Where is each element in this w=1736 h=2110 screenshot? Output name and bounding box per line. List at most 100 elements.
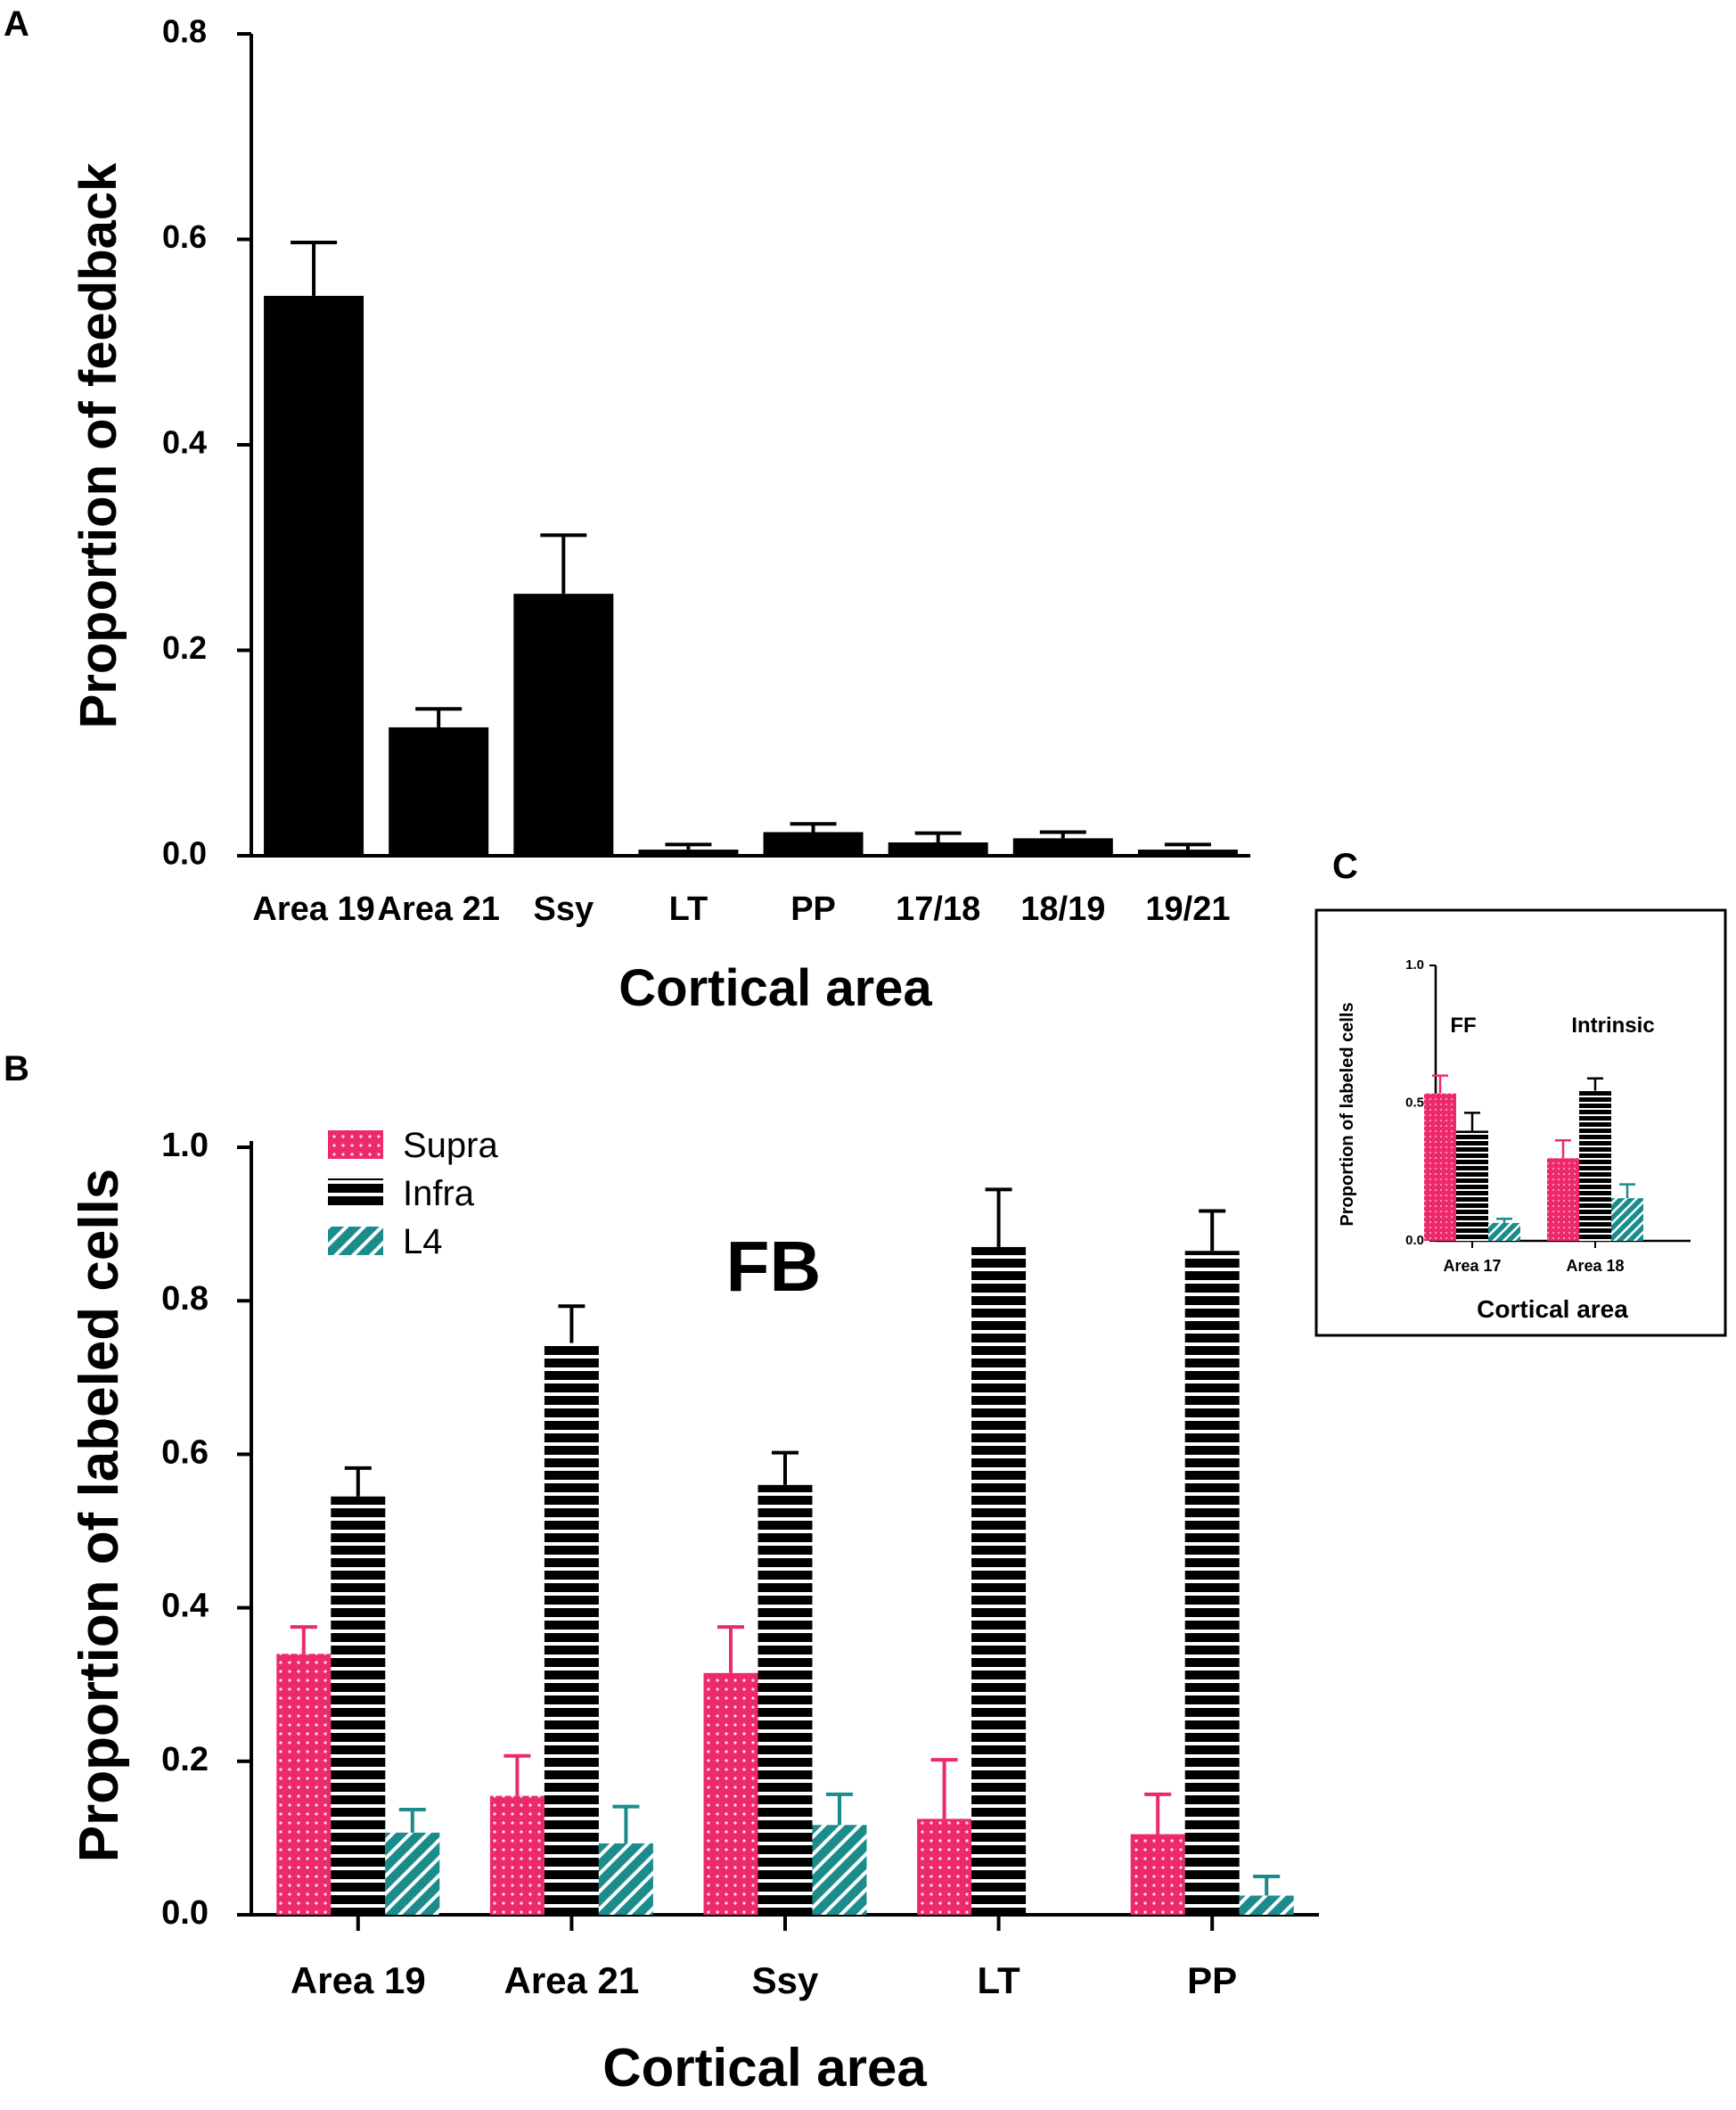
legend-label-supra: Supra xyxy=(403,1126,498,1165)
panel-b-category-label: LT xyxy=(977,1959,1020,2001)
panel-a-category-label: Area 21 xyxy=(378,891,500,928)
panel-b-y-tick-label: 0.8 xyxy=(161,1280,209,1318)
panel-b-annotation: FB xyxy=(726,1227,822,1306)
panel-a-y-title: Proportion of feedback xyxy=(70,162,127,729)
legend-label-infra: Infra xyxy=(403,1174,475,1213)
panel-b-category-label: Area 21 xyxy=(504,1959,640,2001)
legend-swatch-supra xyxy=(328,1130,383,1159)
panel-c-error-bar-supra-area-18 xyxy=(1555,1138,1571,1159)
panel-b-bar-infra-area-21 xyxy=(544,1342,599,1915)
panel-b-bar-supra-ssy xyxy=(703,1672,758,1915)
legend-swatch-l4 xyxy=(328,1227,383,1255)
panel-c-y-tick-label: 0.0 xyxy=(1405,1233,1424,1248)
panel-b-y-tick-label: 0.0 xyxy=(161,1894,209,1932)
panel-c-bar-l4-area-18 xyxy=(1611,1198,1643,1241)
panel-b-category-label: Area 19 xyxy=(291,1959,426,2001)
panel-c-y-tick-label: 0.5 xyxy=(1405,1095,1424,1110)
panel-b-y-tick-label: 1.0 xyxy=(161,1127,209,1164)
panel-c-label: C xyxy=(1332,847,1358,886)
panel-c-x-title: Cortical area xyxy=(1477,1295,1628,1323)
panel-b-bar-l4-pp xyxy=(1239,1895,1294,1915)
panel-b-x-title: Cortical area xyxy=(602,2038,927,2098)
panel-b-bar-infra-lt xyxy=(971,1246,1027,1915)
panel-c-error-bar-l4-area-18 xyxy=(1619,1183,1635,1199)
legend-swatch-infra xyxy=(328,1178,383,1207)
panel-a-bar-17-18 xyxy=(888,842,988,856)
panel-a-category-label: LT xyxy=(669,891,708,928)
panel-b-y-tick-label: 0.2 xyxy=(161,1741,209,1778)
panel-a-bar-area-21 xyxy=(389,727,489,856)
panel-b-error-bar-infra-ssy xyxy=(772,1450,798,1485)
panel-c-y-tick-label: 1.0 xyxy=(1405,957,1424,973)
panel-b-chart: 0.0 0.2 0.4 0.6 0.8 1.0 Area 19 Area 21 Ssy LT PP… xyxy=(69,1126,1319,2098)
panel-a-error-bar-pp xyxy=(790,822,837,833)
panel-c-bar-l4-area-17 xyxy=(1488,1222,1520,1241)
panel-b-error-bar-supra-area-19 xyxy=(290,1625,317,1654)
panel-a-error-bar-19-21 xyxy=(1164,842,1211,850)
panel-a-y-tick-label: 0.0 xyxy=(162,835,207,872)
panel-b-bar-l4-area-19 xyxy=(385,1832,440,1915)
panel-c-y-title: Proportion of labeled cells xyxy=(1338,1002,1357,1226)
panel-a-category-label: Ssy xyxy=(534,891,594,928)
panel-b-error-bar-infra-area-21 xyxy=(558,1304,585,1343)
panel-b-bar-infra-area-19 xyxy=(331,1496,386,1915)
panel-b-bar-infra-pp xyxy=(1184,1251,1240,1915)
panel-b-category-label: PP xyxy=(1187,1959,1237,2001)
panel-a-y-tick-label: 0.2 xyxy=(162,629,207,666)
panel-a-y-tick-label: 0.6 xyxy=(162,218,207,255)
panel-a-error-bar-area-21 xyxy=(415,707,463,727)
panel-b-category-label: Ssy xyxy=(752,1959,819,2001)
panel-b-y-tick-label: 0.4 xyxy=(161,1588,209,1625)
panel-a-y-tick-label: 0.8 xyxy=(162,13,207,50)
panel-c-bar-infra-area-17 xyxy=(1456,1130,1488,1241)
panel-c-group-label-ff: FF xyxy=(1450,1014,1476,1038)
panel-b-error-bar-infra-area-19 xyxy=(344,1466,372,1497)
panel-a-bar-lt xyxy=(638,850,739,856)
panel-b-error-bar-supra-lt xyxy=(930,1758,958,1819)
panel-b-error-bar-infra-pp xyxy=(1199,1209,1226,1252)
panel-a-bar-18-19 xyxy=(1012,838,1113,856)
panel-a-bar-area-19 xyxy=(264,295,364,856)
panel-b-bar-supra-pp xyxy=(1130,1834,1185,1915)
panel-a-bar-19-21 xyxy=(1137,850,1238,856)
panel-c-category-label: Area 18 xyxy=(1566,1257,1624,1275)
panel-b-y-title: Proportion of labeled cells xyxy=(69,1169,130,1863)
panel-b-error-bar-l4-pp xyxy=(1253,1874,1281,1896)
panel-a-error-bar-area-19 xyxy=(291,240,338,296)
panel-a-category-label: Area 19 xyxy=(252,891,374,928)
panel-c-error-bar-l4-area-17 xyxy=(1496,1218,1512,1223)
panel-c-frame xyxy=(1314,908,1727,1337)
panel-c-category-label: Area 17 xyxy=(1443,1257,1501,1275)
panel-b-error-bar-supra-pp xyxy=(1144,1792,1172,1835)
panel-c-error-bar-supra-area-17 xyxy=(1432,1074,1448,1094)
panel-a-label: A xyxy=(4,4,29,44)
panel-c-bar-supra-area-18 xyxy=(1547,1158,1579,1241)
panel-b-bar-supra-area-19 xyxy=(276,1654,332,1915)
panel-b-bar-supra-area-21 xyxy=(489,1795,545,1915)
panel-b-y-tick-label: 0.6 xyxy=(161,1433,209,1471)
panel-b-error-bar-supra-area-21 xyxy=(504,1753,531,1796)
panel-b-bar-infra-ssy xyxy=(757,1484,813,1915)
panel-c-bar-infra-area-18 xyxy=(1579,1090,1611,1241)
panel-c-chart: 0.0 0.5 1.0 Area 17 Area 18 FF Intrinsic Co… xyxy=(1314,908,1727,1337)
panel-a-y-tick-label: 0.4 xyxy=(162,424,207,461)
panel-c-bar-supra-area-17 xyxy=(1424,1093,1456,1241)
panel-a-error-bar-lt xyxy=(665,842,712,850)
panel-a-chart: 0.0 0.2 0.4 0.6 0.8 Area 19 Area 21 Ssy LT PP 17/… xyxy=(70,13,1250,1017)
panel-c-group-label-intrinsic: Intrinsic xyxy=(1571,1014,1654,1038)
panel-b-error-bar-l4-ssy xyxy=(826,1792,853,1826)
panel-a-x-title: Cortical area xyxy=(618,959,932,1017)
panel-b-error-bar-l4-area-21 xyxy=(612,1804,640,1843)
panel-b-label: B xyxy=(4,1049,29,1088)
legend-label-l4: L4 xyxy=(403,1222,443,1261)
panel-b-error-bar-infra-lt xyxy=(985,1187,1012,1247)
panel-a-category-label: 17/18 xyxy=(896,891,980,928)
panel-b-bar-l4-area-21 xyxy=(598,1843,653,1915)
panel-b-error-bar-supra-ssy xyxy=(717,1625,744,1673)
panel-a-error-bar-17-18 xyxy=(914,831,962,843)
panel-a-error-bar-18-19 xyxy=(1039,830,1086,839)
panel-a-category-label: PP xyxy=(790,891,836,928)
panel-a-error-bar-ssy xyxy=(540,533,587,595)
panel-b-error-bar-l4-area-19 xyxy=(398,1808,426,1833)
